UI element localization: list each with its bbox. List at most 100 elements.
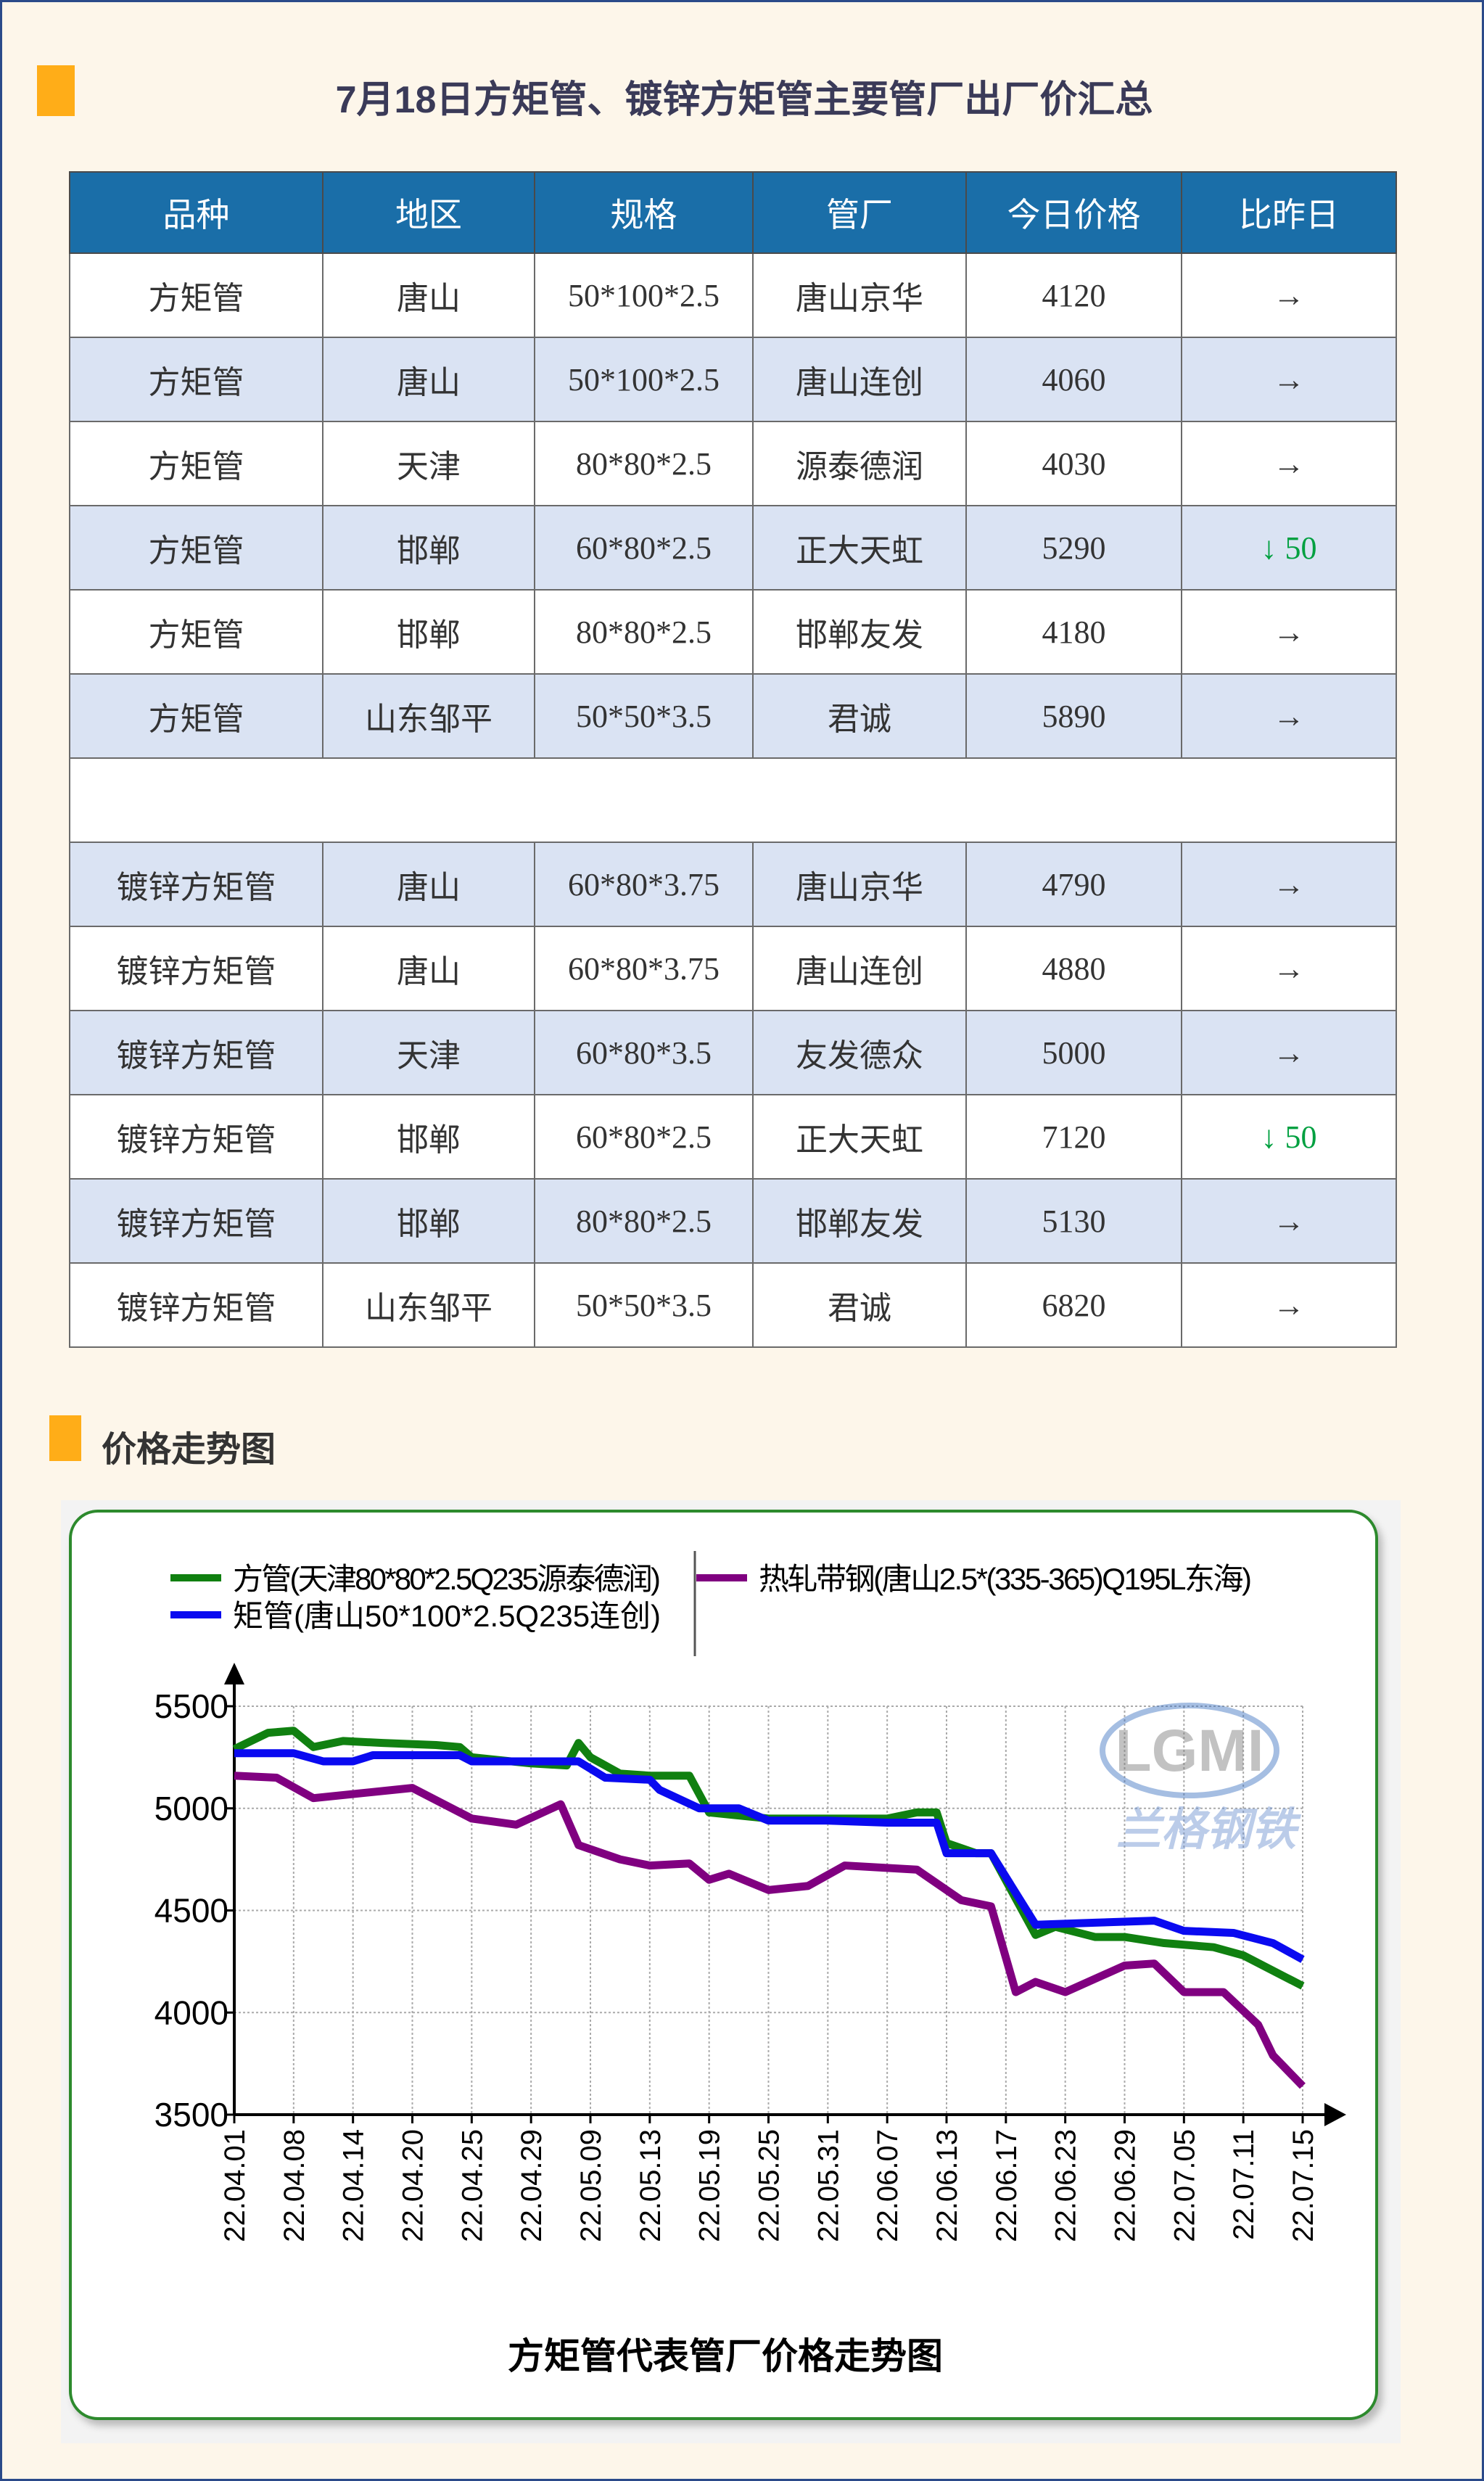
- x-tick-label: 22.04.25: [456, 2129, 488, 2242]
- region-cell: 山东邹平: [322, 1262, 535, 1348]
- variety-cell: 镀锌方矩管: [69, 926, 323, 1011]
- price-cell: 7120: [965, 1094, 1182, 1180]
- variety-cell: 镀锌方矩管: [69, 1262, 323, 1348]
- region-cell: 邯郸: [322, 505, 535, 591]
- table-row: 镀锌方矩管 天津 60*80*3.5 友发德众 5000 →: [69, 1010, 1397, 1095]
- empty-cell: [69, 757, 1397, 843]
- spec-cell: 80*80*2.5: [534, 1178, 754, 1264]
- spec-cell: 60*80*3.75: [534, 926, 754, 1011]
- price-cell: 4790: [965, 842, 1182, 927]
- mill-cell: 君诚: [752, 1262, 967, 1348]
- column-header: 规格: [534, 171, 754, 254]
- table-row: 镀锌方矩管 邯郸 60*80*2.5 正大天虹 7120 ↓ 50: [69, 1094, 1397, 1180]
- table-row: 方矩管 山东邹平 50*50*3.5 君诚 5890 →: [69, 673, 1397, 759]
- change-cell: →: [1181, 673, 1397, 759]
- section-title: 价格走势图: [102, 1431, 276, 1469]
- column-header: 管厂: [752, 171, 967, 254]
- change-cell: →: [1181, 1178, 1397, 1264]
- variety-cell: 镀锌方矩管: [69, 1178, 323, 1264]
- spec-cell: 50*50*3.5: [534, 1262, 754, 1348]
- y-tick-label: 3500: [154, 2096, 228, 2134]
- spec-cell: 60*80*2.5: [534, 505, 754, 591]
- x-tick-label: 22.04.14: [338, 2129, 370, 2242]
- mill-cell: 邯郸友发: [752, 1178, 967, 1264]
- change-cell: →: [1181, 252, 1397, 338]
- x-tick-label: 22.05.25: [754, 2129, 786, 2242]
- x-tick-label: 22.04.01: [219, 2129, 251, 2242]
- region-cell: 唐山: [322, 926, 535, 1011]
- table-row: 方矩管 唐山 50*100*2.5 唐山连创 4060 →: [69, 337, 1397, 422]
- series-line: [234, 1749, 1305, 1963]
- change-cell: →: [1181, 1010, 1397, 1095]
- change-cell: →: [1181, 1262, 1397, 1348]
- mill-cell: 唐山京华: [752, 842, 967, 927]
- lgmi-logo: LGMI 兰格钢铁: [1100, 1703, 1302, 1855]
- price-cell: 4180: [965, 589, 1182, 675]
- region-cell: 唐山: [322, 252, 535, 338]
- change-cell: →: [1181, 842, 1397, 927]
- spec-cell: 60*80*2.5: [534, 1094, 754, 1180]
- x-tick-label: 22.04.29: [516, 2129, 548, 2242]
- mill-cell: 君诚: [752, 673, 967, 759]
- spec-cell: 80*80*2.5: [534, 589, 754, 675]
- x-tick-label: 22.05.31: [812, 2129, 844, 2242]
- svg-text:LGMI: LGMI: [1116, 1718, 1264, 1784]
- legend-label: 热轧带钢(唐山2.5*(335-365)Q195L东海): [759, 1562, 1252, 1596]
- mill-cell: 正大天虹: [752, 1094, 967, 1180]
- region-cell: 天津: [322, 1010, 535, 1095]
- section-accent-bar: [49, 1415, 81, 1461]
- price-cell: 4030: [965, 421, 1182, 506]
- variety-cell: 方矩管: [69, 421, 323, 506]
- table-row: 镀锌方矩管 唐山 60*80*3.75 唐山连创 4880 →: [69, 926, 1397, 1011]
- spec-cell: 50*100*2.5: [534, 337, 754, 422]
- spec-cell: 50*50*3.5: [534, 673, 754, 759]
- mill-cell: 唐山京华: [752, 252, 967, 338]
- variety-cell: 方矩管: [69, 589, 323, 675]
- region-cell: 邯郸: [322, 589, 535, 675]
- price-cell: 5130: [965, 1178, 1182, 1264]
- mill-cell: 正大天虹: [752, 505, 967, 591]
- x-tick-label: 22.05.19: [694, 2129, 726, 2242]
- variety-cell: 镀锌方矩管: [69, 1010, 323, 1095]
- price-cell: 4120: [965, 252, 1182, 338]
- change-cell: →: [1181, 589, 1397, 675]
- mill-cell: 唐山连创: [752, 337, 967, 422]
- variety-cell: 方矩管: [69, 337, 323, 422]
- price-cell: 4880: [965, 926, 1182, 1011]
- x-tick-label: 22.05.09: [575, 2129, 607, 2242]
- column-header: 地区: [322, 171, 535, 254]
- region-cell: 邯郸: [322, 1178, 535, 1264]
- column-header: 今日价格: [965, 171, 1182, 254]
- table-spacer-row: [69, 757, 1397, 843]
- spec-cell: 50*100*2.5: [534, 252, 754, 338]
- variety-cell: 方矩管: [69, 505, 323, 591]
- variety-cell: 方矩管: [69, 673, 323, 759]
- x-tick-label: 22.06.07: [872, 2129, 904, 2242]
- y-tick-label: 4500: [154, 1892, 228, 1930]
- price-cell: 5890: [965, 673, 1182, 759]
- x-tick-label: 22.07.05: [1168, 2129, 1200, 2242]
- x-tick-label: 22.06.17: [991, 2129, 1023, 2242]
- svg-text:兰格钢铁: 兰格钢铁: [1116, 1806, 1302, 1855]
- table-row: 方矩管 唐山 50*100*2.5 唐山京华 4120 →: [69, 252, 1397, 338]
- x-tick-label: 22.06.13: [931, 2129, 963, 2242]
- price-cell: 4060: [965, 337, 1182, 422]
- legend-label: 矩管(唐山50*100*2.5Q235连创): [233, 1599, 661, 1633]
- column-header: 品种: [69, 171, 323, 254]
- table-row: 镀锌方矩管 唐山 60*80*3.75 唐山京华 4790 →: [69, 842, 1397, 927]
- spec-cell: 60*80*3.75: [534, 842, 754, 927]
- region-cell: 邯郸: [322, 1094, 535, 1180]
- series-line: [234, 1772, 1306, 2089]
- region-cell: 唐山: [322, 842, 535, 927]
- x-tick-label: 22.06.23: [1050, 2129, 1082, 2242]
- table-row: 方矩管 邯郸 80*80*2.5 邯郸友发 4180 →: [69, 589, 1397, 675]
- table-row: 镀锌方矩管 山东邹平 50*50*3.5 君诚 6820 →: [69, 1262, 1397, 1348]
- x-tick-label: 22.05.13: [635, 2129, 667, 2242]
- mill-cell: 源泰德润: [752, 421, 967, 506]
- variety-cell: 方矩管: [69, 252, 323, 338]
- table-row: 镀锌方矩管 邯郸 80*80*2.5 邯郸友发 5130 →: [69, 1178, 1397, 1264]
- series-line: [232, 1727, 1305, 1990]
- table-row: 方矩管 邯郸 60*80*2.5 正大天虹 5290 ↓ 50: [69, 505, 1397, 591]
- region-cell: 山东邹平: [322, 673, 535, 759]
- change-cell: ↓ 50: [1181, 505, 1397, 591]
